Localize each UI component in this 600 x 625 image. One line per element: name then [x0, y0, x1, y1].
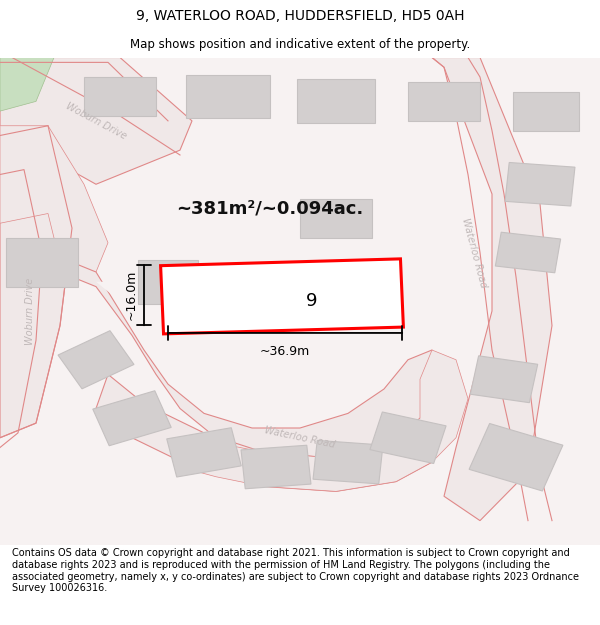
- Polygon shape: [300, 199, 372, 238]
- Polygon shape: [505, 162, 575, 206]
- Text: ~16.0m: ~16.0m: [125, 270, 138, 321]
- Polygon shape: [469, 424, 563, 491]
- Polygon shape: [0, 126, 108, 272]
- Polygon shape: [180, 350, 468, 491]
- Polygon shape: [297, 79, 375, 123]
- Polygon shape: [96, 374, 432, 491]
- Polygon shape: [313, 441, 383, 484]
- Polygon shape: [58, 331, 134, 389]
- Polygon shape: [138, 260, 198, 304]
- Polygon shape: [72, 262, 444, 462]
- Text: 9, WATERLOO ROAD, HUDDERSFIELD, HD5 0AH: 9, WATERLOO ROAD, HUDDERSFIELD, HD5 0AH: [136, 9, 464, 23]
- Polygon shape: [513, 92, 579, 131]
- Text: Map shows position and indicative extent of the property.: Map shows position and indicative extent…: [130, 38, 470, 51]
- Polygon shape: [93, 391, 171, 446]
- Text: ~36.9m: ~36.9m: [260, 345, 310, 358]
- Polygon shape: [408, 82, 480, 121]
- Polygon shape: [496, 232, 560, 272]
- Polygon shape: [167, 428, 241, 477]
- Text: Woburn Drive: Woburn Drive: [25, 278, 35, 344]
- Text: ~381m²/~0.094ac.: ~381m²/~0.094ac.: [176, 199, 364, 217]
- Text: Contains OS data © Crown copyright and database right 2021. This information is : Contains OS data © Crown copyright and d…: [12, 549, 579, 593]
- Polygon shape: [186, 74, 270, 119]
- Polygon shape: [0, 126, 72, 437]
- Polygon shape: [161, 259, 403, 334]
- Polygon shape: [241, 445, 311, 489]
- Polygon shape: [84, 77, 156, 116]
- Text: Waterloo Road: Waterloo Road: [264, 426, 336, 450]
- Polygon shape: [6, 238, 78, 287]
- Polygon shape: [0, 58, 192, 184]
- Polygon shape: [0, 58, 54, 111]
- Polygon shape: [470, 356, 538, 402]
- Polygon shape: [432, 58, 552, 521]
- Polygon shape: [96, 282, 408, 418]
- Text: Woburn Drive: Woburn Drive: [64, 101, 128, 141]
- Text: 9: 9: [306, 292, 318, 310]
- Polygon shape: [370, 412, 446, 464]
- Text: Waterloo Road: Waterloo Road: [460, 216, 488, 289]
